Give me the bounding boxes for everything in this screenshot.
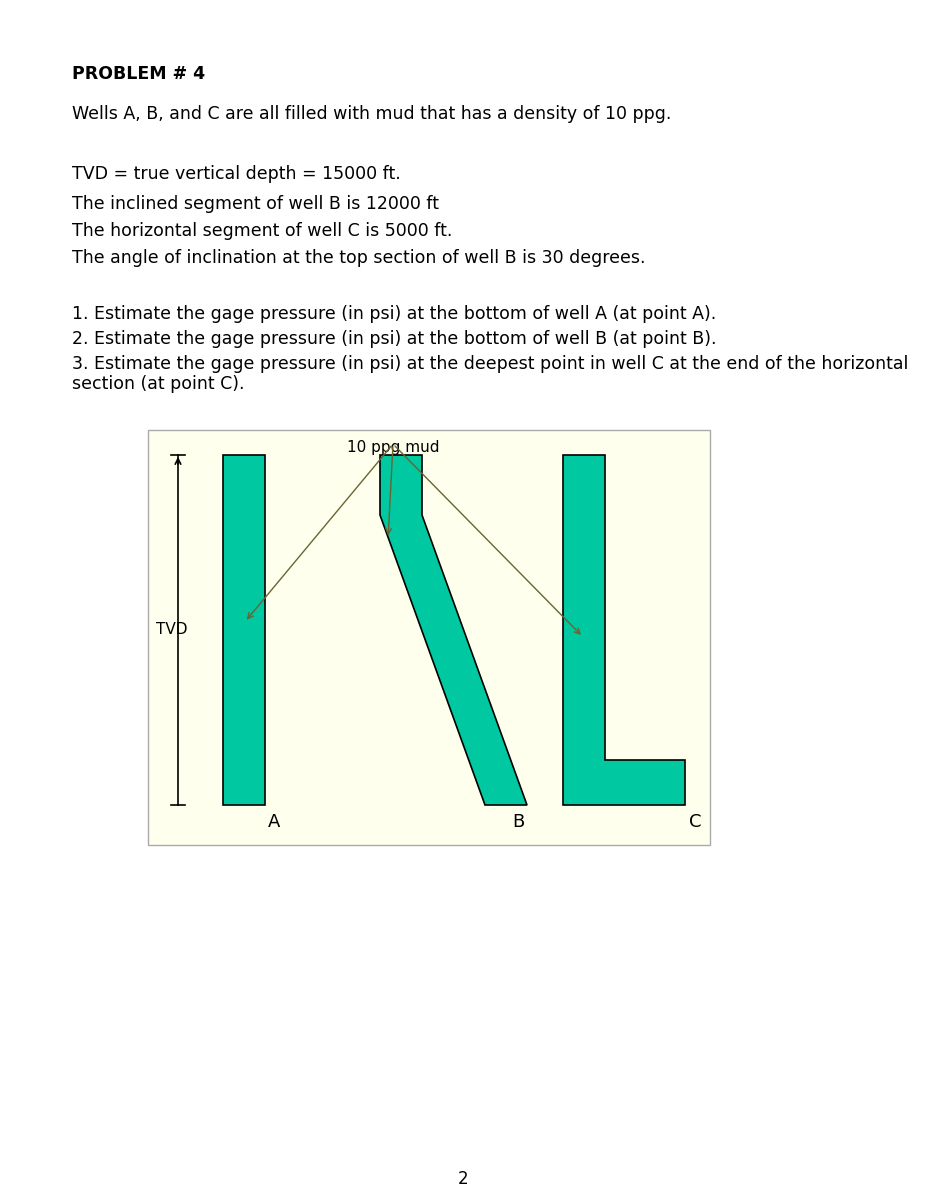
Text: 2. Estimate the gage pressure (in psi) at the bottom of well B (at point B).: 2. Estimate the gage pressure (in psi) a… xyxy=(72,330,717,348)
Bar xyxy=(148,430,710,845)
Text: The angle of inclination at the top section of well B is 30 degrees.: The angle of inclination at the top sect… xyxy=(72,248,645,266)
Polygon shape xyxy=(380,455,527,805)
Text: Wells A, B, and C are all filled with mud that has a density of 10 ppg.: Wells A, B, and C are all filled with mu… xyxy=(72,104,671,122)
Text: The inclined segment of well B is 12000 ft: The inclined segment of well B is 12000 … xyxy=(72,194,439,214)
Polygon shape xyxy=(563,455,685,805)
Text: PROBLEM # 4: PROBLEM # 4 xyxy=(72,65,205,83)
Text: B: B xyxy=(512,814,525,830)
Bar xyxy=(223,455,265,805)
Text: TVD: TVD xyxy=(156,623,187,637)
Text: 3. Estimate the gage pressure (in psi) at the deepest point in well C at the end: 3. Estimate the gage pressure (in psi) a… xyxy=(72,355,908,373)
Text: 2: 2 xyxy=(458,1170,469,1188)
Text: 10 ppg mud: 10 ppg mud xyxy=(347,440,439,455)
Text: section (at point C).: section (at point C). xyxy=(72,374,245,392)
Text: The horizontal segment of well C is 5000 ft.: The horizontal segment of well C is 5000… xyxy=(72,222,452,240)
Text: A: A xyxy=(268,814,280,830)
Text: TVD = true vertical depth = 15000 ft.: TVD = true vertical depth = 15000 ft. xyxy=(72,164,400,182)
Text: 1. Estimate the gage pressure (in psi) at the bottom of well A (at point A).: 1. Estimate the gage pressure (in psi) a… xyxy=(72,305,717,323)
Text: C: C xyxy=(689,814,702,830)
